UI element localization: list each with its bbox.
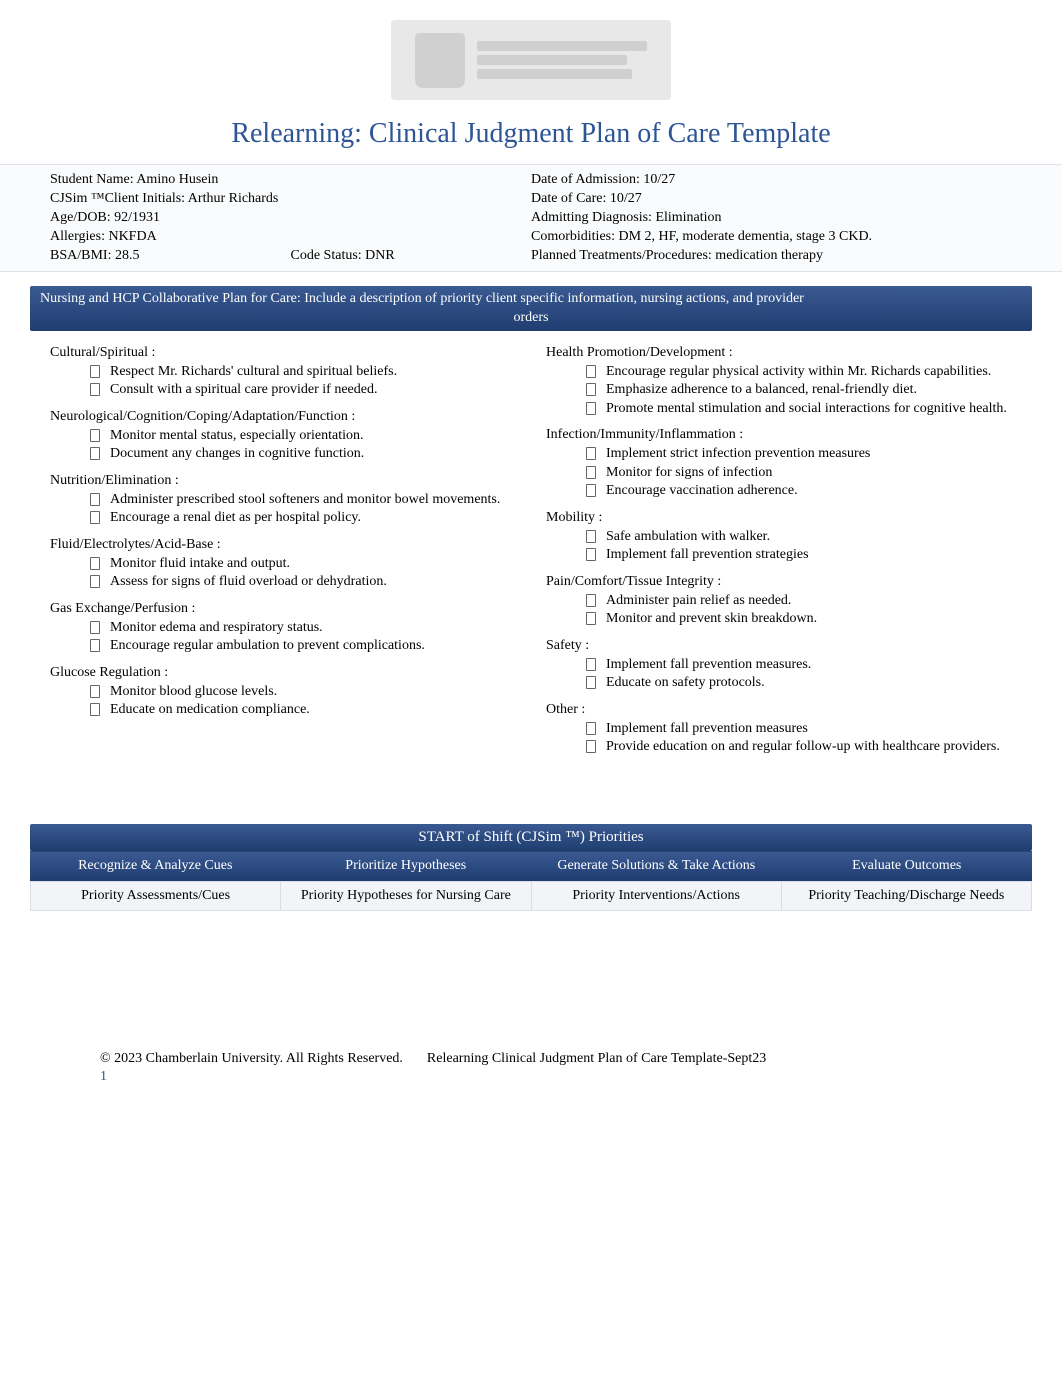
prio-sub-teaching: Priority Teaching/Discharge Needs: [782, 882, 1031, 911]
prio-col-evaluate: Evaluate Outcomes: [782, 852, 1033, 881]
left-section-head: Nutrition/Elimination :: [50, 473, 516, 489]
code-status: Code Status: DNR: [291, 247, 532, 266]
priorities-header-row: Recognize & Analyze Cues Prioritize Hypo…: [30, 851, 1032, 881]
left-section-list: Respect Mr. Richards' cultural and spiri…: [50, 363, 516, 399]
right-section-list: Administer pain relief as needed.Monitor…: [546, 592, 1012, 628]
client-initials: CJSim ™Client Initials: Arthur Richards: [50, 190, 531, 209]
footer-copyright: © 2023 Chamberlain University. All Right…: [100, 1051, 403, 1067]
left-section-head: Neurological/Cognition/Coping/Adaptation…: [50, 409, 516, 425]
list-item: Administer pain relief as needed.: [586, 592, 1012, 610]
prio-col-generate: Generate Solutions & Take Actions: [531, 852, 782, 881]
nursing-header-line2: orders: [40, 309, 1022, 327]
list-item: Monitor mental status, especially orient…: [90, 427, 516, 445]
student-name: Student Name: Amino Husein: [50, 171, 531, 190]
right-section-list: Implement fall prevention measures.Educa…: [546, 656, 1012, 692]
right-section-head: Pain/Comfort/Tissue Integrity :: [546, 574, 1012, 590]
list-item: Monitor blood glucose levels.: [90, 683, 516, 701]
priorities-table: START of Shift (CJSim ™) Priorities Reco…: [30, 824, 1032, 912]
left-section-head: Glucose Regulation :: [50, 665, 516, 681]
list-item: Implement fall prevention strategies: [586, 546, 1012, 564]
right-section-head: Mobility :: [546, 510, 1012, 526]
prio-sub-assessments: Priority Assessments/Cues: [31, 882, 281, 911]
list-item: Implement strict infection prevention me…: [586, 445, 1012, 463]
priorities-sub-row: Priority Assessments/Cues Priority Hypot…: [30, 881, 1032, 912]
info-left-col: Student Name: Amino Husein CJSim ™Client…: [50, 165, 531, 271]
left-section-head: Gas Exchange/Perfusion :: [50, 601, 516, 617]
logo-area: [0, 0, 1062, 110]
right-section-list: Encourage regular physical activity with…: [546, 363, 1012, 418]
list-item: Monitor and prevent skin breakdown.: [586, 610, 1012, 628]
page-footer: © 2023 Chamberlain University. All Right…: [0, 1051, 1062, 1115]
prio-col-prioritize: Prioritize Hypotheses: [281, 852, 532, 881]
list-item: Promote mental stimulation and social in…: [586, 400, 1012, 418]
list-item: Monitor fluid intake and output.: [90, 555, 516, 573]
plan-columns: Cultural/Spiritual : Respect Mr. Richards…: [0, 335, 1062, 764]
prio-sub-hypotheses: Priority Hypotheses for Nursing Care: [281, 882, 531, 911]
list-item: Emphasize adherence to a balanced, renal…: [586, 381, 1012, 399]
priorities-title-bar: START of Shift (CJSim ™) Priorities: [30, 824, 1032, 851]
right-section-list: Implement strict infection prevention me…: [546, 445, 1012, 500]
list-item: Provide education on and regular follow-…: [586, 738, 1012, 756]
left-section-head: Cultural/Spiritual :: [50, 345, 516, 361]
footer-doc-title: Relearning Clinical Judgment Plan of Car…: [427, 1051, 766, 1067]
info-right-col: Date of Admission: 10/27 Date of Care: 1…: [531, 165, 1012, 271]
list-item: Monitor for signs of infection: [586, 464, 1012, 482]
age-dob: Age/DOB: 92/1931: [50, 209, 531, 228]
right-section-list: Implement fall prevention measuresProvid…: [546, 720, 1012, 756]
date-admission: Date of Admission: 10/27: [531, 171, 1012, 190]
left-section-list: Monitor edema and respiratory status.Enc…: [50, 619, 516, 655]
planned-treatments: Planned Treatments/Procedures: medicatio…: [531, 247, 1012, 266]
list-item: Encourage regular ambulation to prevent …: [90, 637, 516, 655]
list-item: Encourage vaccination adherence.: [586, 482, 1012, 500]
list-item: Educate on safety protocols.: [586, 674, 1012, 692]
list-item: Respect Mr. Richards' cultural and spiri…: [90, 363, 516, 381]
right-section-head: Other :: [546, 702, 1012, 718]
right-section-head: Infection/Immunity/Inflammation :: [546, 427, 1012, 443]
logo-text-lines: [477, 41, 647, 79]
shield-icon: [415, 33, 465, 88]
nursing-plan-header: Nursing and HCP Collaborative Plan for C…: [30, 286, 1032, 330]
logo-placeholder: [391, 20, 671, 100]
prio-sub-interventions: Priority Interventions/Actions: [532, 882, 782, 911]
list-item: Administer prescribed stool softeners an…: [90, 491, 516, 509]
date-care: Date of Care: 10/27: [531, 190, 1012, 209]
left-section-list: Monitor fluid intake and output.Assess f…: [50, 555, 516, 591]
patient-info-block: Student Name: Amino Husein CJSim ™Client…: [0, 164, 1062, 272]
right-section-list: Safe ambulation with walker.Implement fa…: [546, 528, 1012, 564]
list-item: Implement fall prevention measures.: [586, 656, 1012, 674]
list-item: Consult with a spiritual care provider i…: [90, 381, 516, 399]
right-section-head: Health Promotion/Development :: [546, 345, 1012, 361]
left-section-list: Monitor mental status, especially orient…: [50, 427, 516, 463]
list-item: Assess for signs of fluid overload or de…: [90, 573, 516, 591]
right-section-head: Safety :: [546, 638, 1012, 654]
list-item: Encourage a renal diet as per hospital p…: [90, 509, 516, 527]
list-item: Safe ambulation with walker.: [586, 528, 1012, 546]
left-section-list: Monitor blood glucose levels.Educate on …: [50, 683, 516, 719]
footer-page-number: 1: [100, 1069, 962, 1085]
list-item: Document any changes in cognitive functi…: [90, 445, 516, 463]
list-item: Monitor edema and respiratory status.: [90, 619, 516, 637]
admitting-diagnosis: Admitting Diagnosis: Elimination: [531, 209, 1012, 228]
bsa-bmi: BSA/BMI: 28.5: [50, 247, 291, 266]
allergies: Allergies: NKFDA: [50, 228, 531, 247]
list-item: Implement fall prevention measures: [586, 720, 1012, 738]
plan-right-column: Health Promotion/Development : Encourage …: [546, 335, 1012, 764]
page-title: Relearning: Clinical Judgment Plan of Ca…: [0, 118, 1062, 150]
left-section-list: Administer prescribed stool softeners an…: [50, 491, 516, 527]
left-section-head: Fluid/Electrolytes/Acid-Base :: [50, 537, 516, 553]
nursing-header-line1: Nursing and HCP Collaborative Plan for C…: [40, 291, 804, 306]
list-item: Encourage regular physical activity with…: [586, 363, 1012, 381]
prio-col-recognize: Recognize & Analyze Cues: [30, 852, 281, 881]
list-item: Educate on medication compliance.: [90, 701, 516, 719]
comorbidities: Comorbidities: DM 2, HF, moderate dement…: [531, 228, 1012, 247]
plan-left-column: Cultural/Spiritual : Respect Mr. Richards…: [50, 335, 516, 764]
